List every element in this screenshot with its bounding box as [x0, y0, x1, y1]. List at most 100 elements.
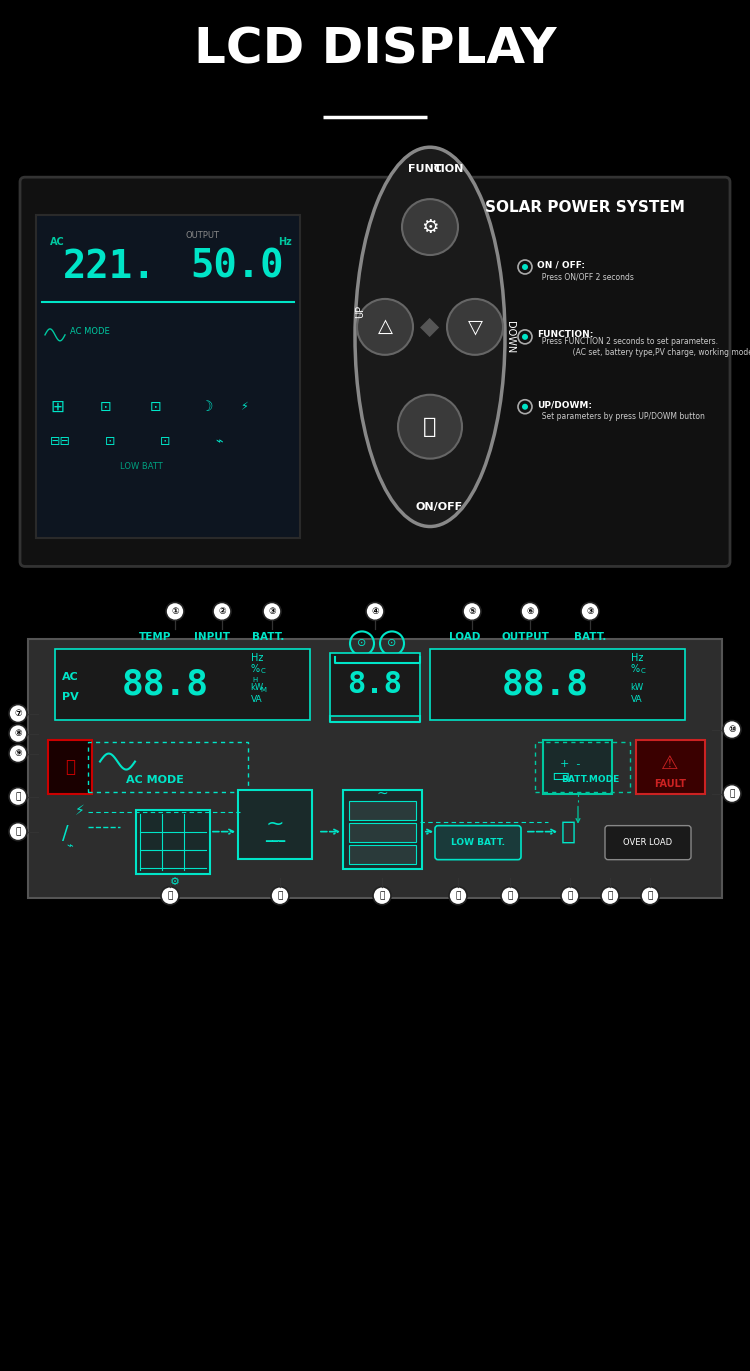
Text: AC MODE: AC MODE: [126, 775, 184, 784]
Text: △: △: [377, 317, 392, 336]
Text: 7 AC: AC data displayed: 7 AC: AC data displayed: [20, 1038, 137, 1047]
Text: H: H: [252, 677, 258, 684]
Circle shape: [601, 887, 619, 905]
Text: OUTPUT: OUTPUT: [501, 632, 549, 643]
Text: Press ON/OFF 2 seconds: Press ON/OFF 2 seconds: [537, 273, 634, 281]
FancyBboxPatch shape: [349, 801, 416, 820]
Text: 88.8: 88.8: [502, 668, 589, 702]
Text: M: M: [260, 687, 266, 694]
Text: ⑧: ⑧: [14, 729, 22, 738]
Text: %: %: [251, 665, 260, 675]
Text: 15: AC charging and PV charging icons: 15: AC charging and PV charging icons: [20, 1186, 209, 1196]
Text: DOWN: DOWN: [505, 321, 515, 352]
Text: ⚙: ⚙: [170, 876, 180, 887]
Text: FUNCTION:: FUNCTION:: [537, 330, 593, 340]
Text: 16: Battery powered icons: 16: Battery powered icons: [300, 1186, 428, 1196]
Text: Set parameters by press UP/DOWM button: Set parameters by press UP/DOWM button: [537, 413, 705, 421]
Text: ON / OFF:: ON / OFF:: [537, 260, 585, 270]
Text: 10 BATT.MODE:  BATT.MODE means the inverter is already on d3:battery mode: 10 BATT.MODE: BATT.MODE means the invert…: [20, 1119, 405, 1130]
Text: PV: PV: [62, 692, 79, 702]
Text: 11: Turn mute on/off: 11: Turn mute on/off: [20, 1141, 119, 1152]
Text: ⌁: ⌁: [215, 435, 223, 448]
Text: AC: AC: [50, 237, 64, 247]
Text: ~: ~: [376, 787, 388, 801]
Text: ③: ③: [586, 607, 594, 616]
Text: ⚡: ⚡: [75, 805, 85, 818]
Text: ⚙: ⚙: [422, 218, 439, 237]
Text: OUTPUT: OUTPUT: [185, 230, 219, 240]
Text: 14:Solar panel(Display when there is a built-in PV controller): 14:Solar panel(Display when there is a b…: [390, 1164, 686, 1174]
Circle shape: [723, 784, 741, 802]
Circle shape: [9, 724, 27, 743]
Text: 🔇: 🔇: [65, 758, 75, 776]
FancyBboxPatch shape: [48, 739, 92, 794]
Text: LOAD: LOAD: [449, 632, 481, 643]
Circle shape: [9, 705, 27, 723]
Circle shape: [166, 602, 184, 621]
Text: 3 BATT: Battery data displayed: 3 BATT: Battery data displayed: [512, 943, 662, 954]
Circle shape: [366, 602, 384, 621]
Text: Parameter display area: Parameter display area: [20, 924, 203, 938]
FancyBboxPatch shape: [136, 810, 210, 873]
FancyBboxPatch shape: [605, 825, 691, 860]
Text: BATT.: BATT.: [252, 632, 284, 643]
Text: 8.8: 8.8: [347, 670, 403, 699]
Circle shape: [522, 265, 528, 270]
Text: ⑪: ⑪: [15, 792, 21, 801]
Text: ⑱: ⑱: [507, 891, 513, 901]
Text: ▽: ▽: [467, 317, 482, 336]
Text: ⊟⊟: ⊟⊟: [50, 435, 71, 448]
FancyBboxPatch shape: [55, 650, 310, 720]
Text: Hz: Hz: [251, 654, 263, 664]
Text: Hz: Hz: [631, 654, 644, 664]
Circle shape: [522, 335, 528, 340]
FancyBboxPatch shape: [430, 650, 685, 720]
Text: +  -: + -: [560, 758, 580, 769]
Text: ━━━: ━━━: [265, 836, 285, 847]
FancyBboxPatch shape: [435, 825, 521, 860]
Text: ▭: ▭: [550, 766, 569, 786]
Text: ⊡: ⊡: [105, 435, 116, 448]
Text: AC MODE: AC MODE: [70, 328, 110, 336]
Text: 6 OUTPUT: AC output data displayed: 6 OUTPUT: AC output data displayed: [390, 1016, 568, 1026]
Text: Hz: Hz: [278, 237, 292, 247]
Text: 19: Load: 19: Load: [390, 1208, 432, 1217]
Text: ⑬: ⑬: [167, 891, 172, 901]
Text: 17: Battery: 17: Battery: [510, 1186, 565, 1196]
Text: ⊞: ⊞: [50, 398, 64, 415]
Circle shape: [581, 602, 599, 621]
Circle shape: [9, 823, 27, 840]
Text: FUNC: FUNC: [408, 165, 442, 174]
Circle shape: [402, 199, 458, 255]
FancyBboxPatch shape: [543, 739, 612, 794]
Circle shape: [9, 787, 27, 806]
Circle shape: [463, 602, 481, 621]
Text: ◆: ◆: [420, 315, 440, 339]
Text: 20:Load capacity(The load is divided into 4 grids, and the single-grid load is 2: 20:Load capacity(The load is divided int…: [20, 1230, 494, 1239]
FancyBboxPatch shape: [36, 215, 300, 539]
Text: UP: UP: [355, 306, 365, 318]
Circle shape: [723, 721, 741, 739]
Text: SOLAR POWER SYSTEM: SOLAR POWER SYSTEM: [485, 200, 685, 215]
Text: BATT.MODE: BATT.MODE: [561, 775, 620, 784]
Circle shape: [213, 602, 231, 621]
Circle shape: [263, 602, 281, 621]
Text: Icon display area: Icon display area: [20, 1078, 153, 1091]
Text: ☽: ☽: [200, 400, 212, 414]
Text: LCD DISPLAY: LCD DISPLAY: [194, 26, 556, 74]
FancyBboxPatch shape: [330, 654, 420, 716]
Text: 9 AC  MODE:AC mode(means the inverter is already on d1 or d2 (Based on the real : 9 AC MODE:AC mode(means the inverter is …: [20, 1097, 497, 1108]
FancyBboxPatch shape: [349, 823, 416, 842]
Text: C: C: [261, 669, 266, 675]
Circle shape: [447, 299, 503, 355]
Text: /: /: [62, 824, 68, 843]
Text: 1 TEMP:  Temperature displayed: 1 TEMP: Temperature displayed: [20, 943, 177, 954]
Circle shape: [561, 887, 579, 905]
Text: ⑮: ⑮: [455, 891, 460, 901]
Circle shape: [357, 299, 413, 355]
Text: LOW BATT: LOW BATT: [120, 462, 163, 472]
Text: ②: ②: [218, 607, 226, 616]
Text: ⚠: ⚠: [662, 754, 679, 773]
Text: kW: kW: [251, 683, 263, 692]
Text: 2 INPUT: Mains input data displayed: 2 INPUT: Mains input data displayed: [258, 943, 434, 954]
